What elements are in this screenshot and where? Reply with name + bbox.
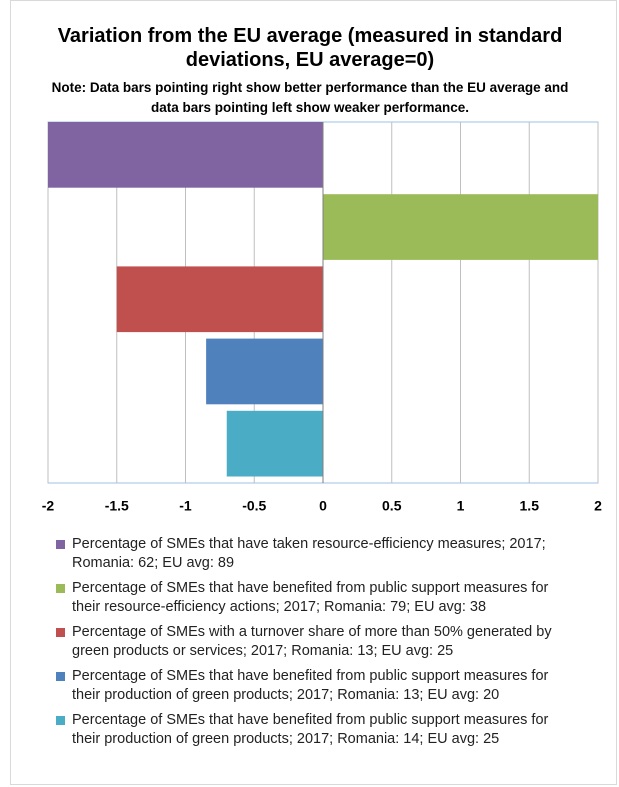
bar bbox=[226, 410, 323, 477]
x-tick-label: 1 bbox=[457, 498, 465, 514]
x-tick-label: -2 bbox=[42, 498, 55, 514]
legend-swatch bbox=[56, 584, 65, 593]
legend-label: Percentage of SMEs that have benefited f… bbox=[72, 712, 549, 747]
legend-item: Percentage of SMEs that have taken resou… bbox=[56, 535, 556, 573]
legend-item: Percentage of SMEs with a turnover share… bbox=[56, 623, 556, 661]
x-tick-label: 1.5 bbox=[520, 498, 540, 514]
bar bbox=[48, 122, 323, 188]
bar bbox=[116, 266, 323, 333]
x-tick-label: -1 bbox=[179, 498, 192, 514]
chart-title: Variation from the EU average (measured … bbox=[57, 25, 563, 71]
bar bbox=[323, 194, 598, 260]
x-tick-label: -0.5 bbox=[242, 498, 266, 514]
legend-item: Percentage of SMEs that have benefited f… bbox=[56, 579, 556, 617]
x-tick-label: -1.5 bbox=[105, 498, 129, 514]
legend-swatch bbox=[56, 672, 65, 681]
chart-subtitle: Note: Data bars pointing right show bett… bbox=[51, 80, 569, 115]
x-tick-label: 0.5 bbox=[382, 498, 402, 514]
legend-label: Percentage of SMEs that have benefited f… bbox=[72, 580, 549, 615]
legend-item: Percentage of SMEs that have benefited f… bbox=[56, 667, 556, 705]
frame bbox=[10, 0, 617, 785]
x-tick-label: 2 bbox=[594, 498, 602, 514]
legend-label: Percentage of SMEs that have benefited f… bbox=[72, 668, 549, 703]
bar bbox=[206, 338, 323, 405]
legend-label: Percentage of SMEs that have taken resou… bbox=[72, 536, 546, 571]
legend: Percentage of SMEs that have taken resou… bbox=[56, 535, 556, 755]
legend-item: Percentage of SMEs that have benefited f… bbox=[56, 711, 556, 749]
legend-swatch bbox=[56, 716, 65, 725]
legend-swatch bbox=[56, 540, 65, 549]
legend-swatch bbox=[56, 628, 65, 637]
x-tick-label: 0 bbox=[319, 498, 327, 514]
legend-label: Percentage of SMEs with a turnover share… bbox=[72, 624, 552, 659]
